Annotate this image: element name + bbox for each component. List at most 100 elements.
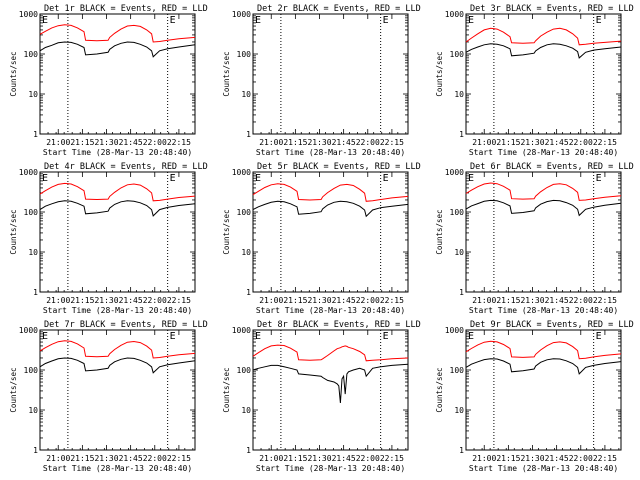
- y-tick-label: 100: [237, 50, 252, 59]
- y-tick-label: 100: [237, 366, 252, 375]
- x-tick-label: 21:45: [119, 138, 143, 147]
- x-axis-label: Start Time (28-Mar-13 20:48:40): [256, 148, 405, 157]
- axes-frame: [39, 13, 196, 135]
- x-axis-label: Start Time (28-Mar-13 20:48:40): [43, 464, 192, 473]
- y-tick-label: 10: [241, 90, 251, 99]
- corner-marker: E: [255, 15, 261, 26]
- x-tick-label: 21:15: [70, 454, 94, 463]
- lld-series-line: [39, 24, 196, 43]
- x-axis-label: Start Time (28-Mar-13 20:48:40): [256, 306, 405, 315]
- events-series-line: [39, 357, 196, 374]
- y-tick-label: 100: [237, 208, 252, 217]
- y-tick-label: 1000: [232, 326, 251, 335]
- x-axis-label: Start Time (28-Mar-13 20:48:40): [469, 464, 618, 473]
- y-tick-label: 10: [454, 90, 464, 99]
- axes-frame: [252, 171, 409, 293]
- corner-marker: E: [42, 173, 48, 184]
- x-tick-label: 21:45: [332, 138, 356, 147]
- y-axis-label: Counts/sec: [9, 367, 18, 412]
- x-tick-label: 22:15: [167, 138, 191, 147]
- lld-series-line: [465, 340, 622, 360]
- x-tick-label: 21:30: [94, 454, 118, 463]
- y-tick-label: 1000: [232, 10, 251, 19]
- axes-frame: [39, 329, 196, 451]
- events-series-line: [465, 199, 622, 217]
- x-tick-label: 21:15: [283, 296, 307, 305]
- x-axis-label: Start Time (28-Mar-13 20:48:40): [43, 148, 192, 157]
- y-tick-label: 1: [246, 130, 251, 139]
- panel: Det 4r BLACK = Events, RED = LLD 1 10 100 10…: [9, 162, 208, 315]
- panel-title: Det 5r BLACK = Events, RED = LLD: [257, 162, 421, 172]
- y-tick-label: 1000: [19, 326, 38, 335]
- x-tick-label: 21:15: [496, 454, 520, 463]
- events-series-line: [252, 363, 409, 404]
- lld-series-line: [465, 182, 622, 201]
- y-tick-label: 100: [24, 50, 39, 59]
- y-tick-label: 1: [33, 130, 38, 139]
- y-tick-label: 1000: [19, 168, 38, 177]
- x-tick-label: 21:45: [119, 296, 143, 305]
- x-tick-label: 22:00: [569, 454, 593, 463]
- y-tick-label: 1: [246, 446, 251, 455]
- y-axis-label: Counts/sec: [222, 367, 231, 412]
- corner-marker: E: [383, 173, 389, 184]
- y-axis-label: Counts/sec: [435, 209, 444, 254]
- corner-marker: E: [468, 173, 474, 184]
- x-tick-label: 22:15: [380, 454, 404, 463]
- panel: Det 1r BLACK = Events, RED = LLD 1 10 100 10…: [9, 4, 208, 157]
- y-axis-label: Counts/sec: [222, 51, 231, 96]
- x-tick-label: 22:00: [569, 296, 593, 305]
- x-tick-label: 22:15: [380, 138, 404, 147]
- x-tick-label: 21:00: [46, 296, 70, 305]
- corner-marker: E: [42, 15, 48, 26]
- x-tick-label: 22:15: [167, 296, 191, 305]
- y-tick-label: 10: [241, 406, 251, 415]
- lld-series-line: [465, 27, 622, 46]
- x-tick-label: 22:00: [143, 454, 167, 463]
- x-tick-label: 21:00: [472, 138, 496, 147]
- x-tick-label: 21:00: [259, 296, 283, 305]
- y-tick-label: 1000: [19, 10, 38, 19]
- x-tick-label: 21:15: [70, 296, 94, 305]
- x-axis-label: Start Time (28-Mar-13 20:48:40): [43, 306, 192, 315]
- y-tick-label: 100: [24, 366, 39, 375]
- y-axis-label: Counts/sec: [435, 51, 444, 96]
- x-tick-label: 21:00: [472, 454, 496, 463]
- y-axis-label: Counts/sec: [435, 367, 444, 412]
- events-series-line: [39, 200, 196, 217]
- x-tick-label: 21:30: [94, 296, 118, 305]
- panel-title: Det 2r BLACK = Events, RED = LLD: [257, 4, 421, 14]
- y-axis-label: Counts/sec: [222, 209, 231, 254]
- events-series-line: [252, 200, 409, 218]
- y-axis-label: Counts/sec: [9, 209, 18, 254]
- y-tick-label: 1000: [445, 10, 464, 19]
- panel: Det 6r BLACK = Events, RED = LLD 1 10 100 10…: [435, 162, 634, 315]
- lld-series-line: [39, 182, 196, 202]
- y-tick-label: 1: [246, 288, 251, 297]
- y-tick-label: 10: [28, 90, 38, 99]
- panel-title: Det 7r BLACK = Events, RED = LLD: [44, 320, 208, 330]
- axes-frame: [465, 13, 622, 135]
- corner-marker: E: [596, 173, 602, 184]
- x-tick-label: 21:00: [472, 296, 496, 305]
- lld-series-line: [252, 344, 409, 362]
- x-axis-label: Start Time (28-Mar-13 20:48:40): [469, 306, 618, 315]
- panel-title: Det 9r BLACK = Events, RED = LLD: [470, 320, 634, 330]
- x-tick-label: 21:30: [307, 454, 331, 463]
- corner-marker: E: [596, 15, 602, 26]
- x-tick-label: 21:15: [283, 454, 307, 463]
- y-tick-label: 10: [454, 248, 464, 257]
- y-tick-label: 1: [33, 288, 38, 297]
- x-tick-label: 21:30: [307, 138, 331, 147]
- corner-marker: E: [468, 331, 474, 342]
- y-tick-label: 100: [24, 208, 39, 217]
- y-tick-label: 1: [459, 446, 464, 455]
- y-tick-label: 1000: [232, 168, 251, 177]
- panel-title: Det 6r BLACK = Events, RED = LLD: [470, 162, 634, 172]
- lld-series-line: [252, 183, 409, 202]
- panel: Det 2r BLACK = Events, RED = LLD 1 10 100 10…: [222, 4, 421, 157]
- axes-frame: [39, 171, 196, 293]
- y-tick-label: 10: [241, 248, 251, 257]
- x-tick-label: 22:00: [569, 138, 593, 147]
